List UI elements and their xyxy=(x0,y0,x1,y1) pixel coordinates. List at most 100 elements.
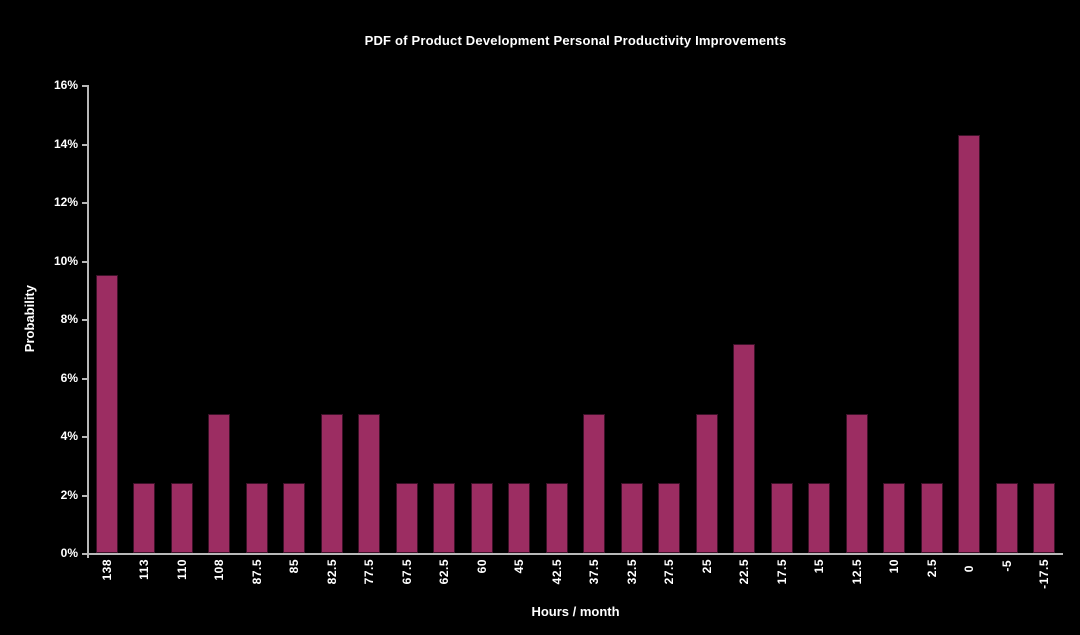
y-tick-label: 2% xyxy=(60,488,78,502)
x-tick-label: 25 xyxy=(699,559,715,578)
y-tick-label: 10% xyxy=(53,254,78,268)
y-tick-mark xyxy=(82,144,88,146)
y-tick-mark xyxy=(82,85,88,87)
x-tick-label: 87.5 xyxy=(249,559,265,589)
x-tick-label-text: -17.5 xyxy=(1037,559,1051,589)
bar xyxy=(733,344,755,553)
x-tick-label-text: 67.5 xyxy=(400,559,414,585)
bar xyxy=(696,414,718,553)
x-tick-label: 0 xyxy=(961,559,977,577)
x-tick-label: 62.5 xyxy=(436,559,452,589)
x-tick-label: 27.5 xyxy=(661,559,677,589)
x-tick-label: 110 xyxy=(174,559,190,585)
x-tick-label: -5 xyxy=(999,559,1015,577)
x-tick-label: 45 xyxy=(511,559,527,578)
x-tick-label-text: 27.5 xyxy=(662,559,676,585)
x-tick-label-text: 60 xyxy=(475,559,489,574)
bar xyxy=(921,483,943,553)
y-tick-label: 14% xyxy=(53,137,78,151)
x-tick-label: 67.5 xyxy=(399,559,415,589)
x-tick-label: 12.5 xyxy=(849,559,865,589)
x-tick-label-text: 22.5 xyxy=(737,559,751,585)
x-tick-label-text: 85 xyxy=(287,559,301,574)
chart-title: PDF of Product Development Personal Prod… xyxy=(364,33,787,48)
y-tick-label: 0% xyxy=(60,546,78,560)
x-tick-label-text: -5 xyxy=(1000,560,1014,572)
bar xyxy=(658,483,680,553)
bar xyxy=(96,275,118,553)
x-tick-label: 77.5 xyxy=(361,559,377,589)
bar xyxy=(996,483,1018,553)
x-tick-label: 37.5 xyxy=(586,559,602,589)
bar xyxy=(133,483,155,553)
x-tick-label-text: 25 xyxy=(700,559,714,574)
y-tick-mark xyxy=(82,378,88,380)
bar xyxy=(321,414,343,553)
y-tick-label: 8% xyxy=(60,312,78,326)
y-tick-mark xyxy=(82,495,88,497)
x-tick-label-text: 15 xyxy=(812,559,826,574)
x-tick-label: 22.5 xyxy=(736,559,752,589)
y-axis-line xyxy=(87,85,89,558)
x-tick-label-text: 77.5 xyxy=(362,559,376,585)
x-tick-label-text: 110 xyxy=(175,559,189,580)
x-tick-label-text: 10 xyxy=(887,559,901,574)
x-tick-label: 42.5 xyxy=(549,559,565,589)
x-tick-label: 113 xyxy=(136,559,152,585)
bar xyxy=(471,483,493,553)
y-tick-label: 16% xyxy=(53,78,78,92)
y-tick-mark xyxy=(82,319,88,321)
x-tick-label-text: 108 xyxy=(212,559,226,581)
x-tick-label-text: 2.5 xyxy=(925,559,939,578)
x-tick-label: 60 xyxy=(474,559,490,578)
x-tick-label-text: 113 xyxy=(137,559,151,580)
x-tick-label-text: 32.5 xyxy=(625,559,639,585)
bar xyxy=(396,483,418,553)
bar xyxy=(846,414,868,553)
x-tick-label-text: 82.5 xyxy=(325,559,339,585)
bar xyxy=(1033,483,1055,553)
x-tick-label: 108 xyxy=(211,559,227,586)
x-tick-label-text: 17.5 xyxy=(775,559,789,585)
bar xyxy=(958,135,980,553)
x-tick-label-text: 42.5 xyxy=(550,559,564,585)
x-tick-label: 82.5 xyxy=(324,559,340,589)
x-tick-label-text: 87.5 xyxy=(250,559,264,585)
bar xyxy=(808,483,830,553)
x-tick-label-text: 138 xyxy=(100,559,114,581)
x-tick-label: 138 xyxy=(99,559,115,586)
bar xyxy=(171,483,193,553)
y-tick-label: 4% xyxy=(60,429,78,443)
y-tick-label: 6% xyxy=(60,371,78,385)
bar xyxy=(546,483,568,553)
x-tick-label: 32.5 xyxy=(624,559,640,589)
bar xyxy=(883,483,905,553)
y-tick-mark xyxy=(82,261,88,263)
x-tick-label-text: 0 xyxy=(962,564,976,572)
x-tick-label-text: 37.5 xyxy=(587,559,601,585)
bar xyxy=(246,483,268,553)
y-tick-mark xyxy=(82,436,88,438)
x-tick-label: 85 xyxy=(286,559,302,578)
bar xyxy=(208,414,230,553)
bar xyxy=(508,483,530,553)
x-tick-label-text: 62.5 xyxy=(437,559,451,585)
bar xyxy=(358,414,380,553)
x-axis-title: Hours / month xyxy=(531,604,620,619)
y-tick-label: 12% xyxy=(53,195,78,209)
bar xyxy=(583,414,605,553)
x-tick-label: 17.5 xyxy=(774,559,790,589)
x-tick-label: 2.5 xyxy=(924,559,940,582)
bar xyxy=(283,483,305,553)
bar xyxy=(433,483,455,553)
x-tick-label: 10 xyxy=(886,559,902,578)
x-tick-label: -17.5 xyxy=(1036,559,1052,594)
y-tick-mark xyxy=(82,202,88,204)
x-tick-label-text: 45 xyxy=(512,559,526,574)
x-axis-line xyxy=(87,553,1063,555)
y-tick-mark xyxy=(82,553,88,555)
x-tick-label: 15 xyxy=(811,559,827,578)
bar xyxy=(771,483,793,553)
bar xyxy=(621,483,643,553)
